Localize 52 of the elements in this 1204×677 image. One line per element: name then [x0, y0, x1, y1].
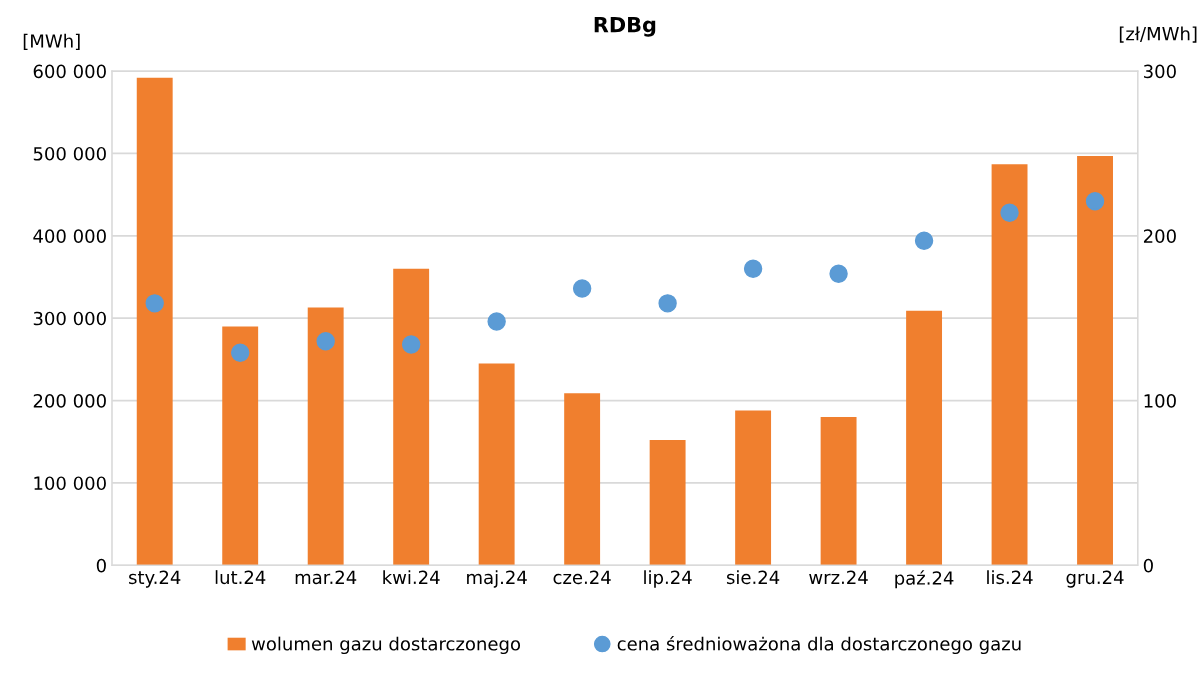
- x-tick-label: gru.24: [1066, 570, 1124, 588]
- y2-tick-label: 100: [1144, 394, 1176, 408]
- bar: [906, 310, 943, 566]
- point: [230, 343, 250, 362]
- y2-tick-label: 0: [1143, 558, 1153, 573]
- bar: [564, 393, 601, 566]
- bar: [478, 363, 515, 566]
- legend-label: wolumen gazu dostarczonego: [251, 636, 521, 655]
- y2-tick-label: 200: [1143, 229, 1176, 243]
- bar: [649, 440, 686, 566]
- bar: [393, 268, 430, 566]
- chart-title: RDBg: [594, 17, 656, 37]
- bar: [991, 164, 1028, 566]
- point: [914, 231, 934, 250]
- y-tick-label: 400 000: [33, 229, 106, 243]
- x-tick-label: lip.24: [644, 570, 692, 588]
- point: [572, 279, 592, 298]
- x-tick-label: maj.24: [467, 570, 527, 588]
- y-tick-label: 300 000: [33, 311, 106, 326]
- bar: [1077, 155, 1113, 566]
- point: [829, 264, 848, 283]
- x-tick-label: wrz.24: [809, 570, 868, 584]
- bar: [307, 307, 344, 566]
- legend-label: cena średnioważona dla dostarczonego gazu: [617, 635, 1021, 655]
- x-tick-label: paź.24: [895, 570, 954, 589]
- x-tick-label: mar.24: [295, 570, 357, 585]
- y-tick-label: 500 000: [33, 146, 106, 161]
- point: [316, 332, 335, 351]
- y2-tick-label: 300: [1144, 64, 1176, 79]
- x-tick-label: lis.24: [987, 570, 1033, 585]
- y-tick-label: 0: [96, 558, 106, 573]
- y-axis-title: [MWh]: [23, 33, 80, 50]
- x-tick-label: cze.24: [553, 570, 611, 585]
- bar: [136, 77, 173, 566]
- point: [658, 294, 677, 313]
- point: [487, 312, 506, 331]
- bar: [735, 410, 772, 566]
- point: [401, 335, 421, 354]
- y-tick-label: 100 000: [34, 476, 106, 491]
- x-tick-label: sty.24: [129, 570, 181, 588]
- point: [743, 259, 763, 278]
- point: [1085, 192, 1105, 211]
- point: [1000, 203, 1019, 222]
- y-tick-label: 200 000: [33, 394, 106, 408]
- point: [145, 294, 164, 313]
- y2-axis-title: [zł/MWh]: [1119, 26, 1197, 43]
- bar: [222, 326, 259, 566]
- bar: [820, 417, 857, 566]
- x-tick-label: kwi.24: [383, 570, 440, 584]
- x-tick-label: lut.24: [215, 570, 266, 585]
- x-tick-label: sie.24: [726, 570, 780, 585]
- y-tick-label: 600 000: [33, 64, 106, 79]
